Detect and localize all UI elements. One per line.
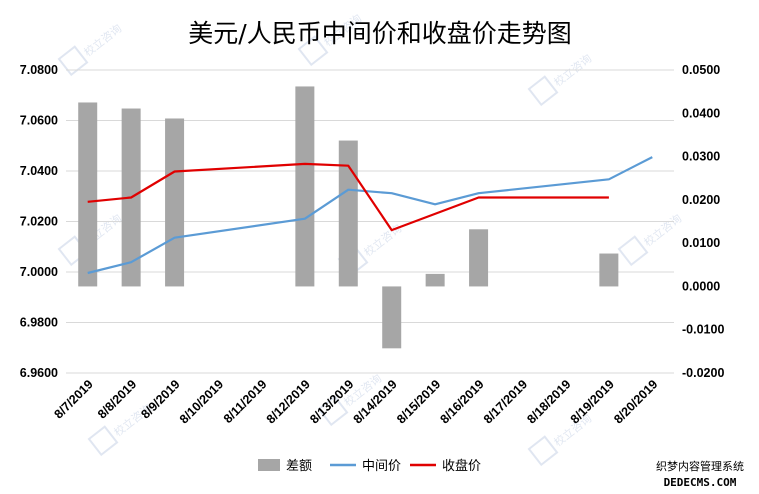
y-right-tick-label: 0.0100 <box>682 236 720 250</box>
watermark: 校立咨询 <box>527 51 594 107</box>
footer-watermark: 织梦内容管理系统 DEDECMS.COM <box>656 459 744 489</box>
x-tick-label: 8/12/2019 <box>264 377 313 426</box>
x-tick-label: 8/20/2019 <box>611 377 660 426</box>
bar <box>425 273 445 287</box>
bar <box>338 140 358 287</box>
legend: 差额 中间价 收盘价 <box>258 458 481 474</box>
watermark-logo <box>297 35 329 67</box>
x-tick-label: 8/19/2019 <box>568 377 617 426</box>
y-right-tick-label: 0.0500 <box>682 63 720 77</box>
chart-title: 美元/人民币中间价和收盘价走势图 <box>188 19 571 48</box>
bar <box>295 86 315 287</box>
line-series <box>87 156 653 275</box>
y-left-tick-label: 6.9800 <box>20 316 58 330</box>
footer-watermark-line2: DEDECMS.COM <box>664 476 737 489</box>
watermark-logo <box>527 435 559 467</box>
series-line-收盘价 <box>87 162 609 232</box>
y-left-tick-label: 6.9600 <box>20 366 58 380</box>
legend-label: 中间价 <box>362 459 401 474</box>
y-right-tick-label: -0.0100 <box>682 323 724 337</box>
y-left-tick-label: 7.0400 <box>20 164 58 178</box>
x-tick-label: 8/7/2019 <box>52 377 96 421</box>
bar <box>165 118 185 287</box>
x-tick-label: 8/16/2019 <box>437 377 486 426</box>
x-tick-label: 8/15/2019 <box>394 377 443 426</box>
x-tick-label: 8/11/2019 <box>221 377 270 426</box>
watermark-text: 校立咨询 <box>641 211 684 249</box>
watermark: 校立咨询 <box>617 211 684 267</box>
y-right-tick-label: 0.0200 <box>682 193 720 207</box>
y-right-tick-label: 0.0300 <box>682 150 720 164</box>
gridlines <box>66 69 674 374</box>
bar <box>382 286 402 349</box>
watermark-logo <box>87 425 119 457</box>
legend-label: 差额 <box>286 459 312 474</box>
bar <box>469 229 489 287</box>
watermark-logo <box>617 235 649 267</box>
y-right-tick-label: 0.0400 <box>682 106 720 120</box>
series-line-中间价 <box>87 156 653 275</box>
legend-label: 收盘价 <box>442 458 481 474</box>
watermark-text: 校立咨询 <box>81 21 124 59</box>
y-left-tick-label: 7.0200 <box>20 215 58 229</box>
watermark: 校立咨询 <box>57 21 124 77</box>
x-tick-label: 8/18/2019 <box>524 377 573 426</box>
y-left-tick-label: 7.0800 <box>20 63 58 77</box>
legend-swatch <box>258 459 280 471</box>
bar-series <box>78 86 619 349</box>
watermark-logo <box>527 75 559 107</box>
y-left-tick-label: 7.0600 <box>20 114 58 128</box>
y-right-tick-label: -0.0200 <box>682 366 724 380</box>
footer-watermark-line1: 织梦内容管理系统 <box>656 459 744 473</box>
x-tick-label: 8/10/2019 <box>177 377 226 426</box>
watermark-logo <box>57 45 89 77</box>
bar <box>599 253 619 287</box>
y-right-tick-label: 0.0000 <box>682 279 720 293</box>
y-axis-left: 6.9600 6.9800 7.0000 7.0200 7.0400 7.0600 7.08… <box>20 63 58 380</box>
bar <box>78 102 98 287</box>
x-tick-label: 8/9/2019 <box>138 377 182 421</box>
y-axis-right: -0.0200 -0.0100 0.0000 0.0100 0.0200 0.0300 0.… <box>682 63 724 380</box>
watermark-logo <box>317 395 349 427</box>
y-left-tick-label: 7.0000 <box>20 265 58 279</box>
x-tick-label: 8/17/2019 <box>481 377 530 426</box>
